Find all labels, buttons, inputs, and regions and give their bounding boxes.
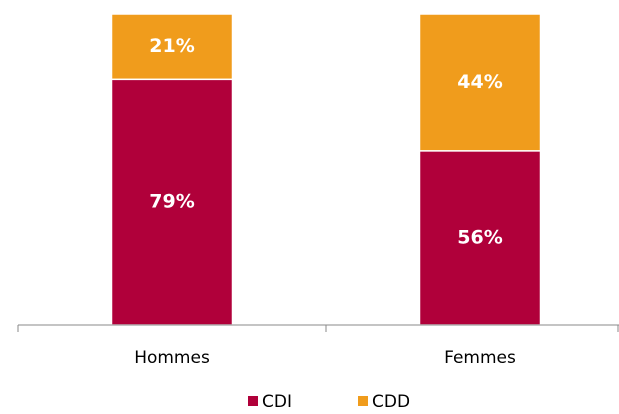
value-label: 21% bbox=[149, 35, 194, 57]
bar-segment bbox=[110, 13, 234, 81]
value-label: 56% bbox=[457, 226, 502, 248]
x-tick-label: Femmes bbox=[444, 348, 516, 368]
bar-segment bbox=[110, 78, 234, 326]
legend-label: CDI bbox=[262, 392, 292, 412]
legend-swatch bbox=[248, 396, 258, 406]
value-label: 79% bbox=[149, 191, 194, 213]
value-label: 44% bbox=[457, 71, 502, 93]
legend-swatch bbox=[358, 396, 368, 406]
legend-label: CDD bbox=[372, 392, 410, 412]
x-tick-label: Hommes bbox=[134, 348, 210, 368]
bar-segment bbox=[418, 13, 542, 152]
